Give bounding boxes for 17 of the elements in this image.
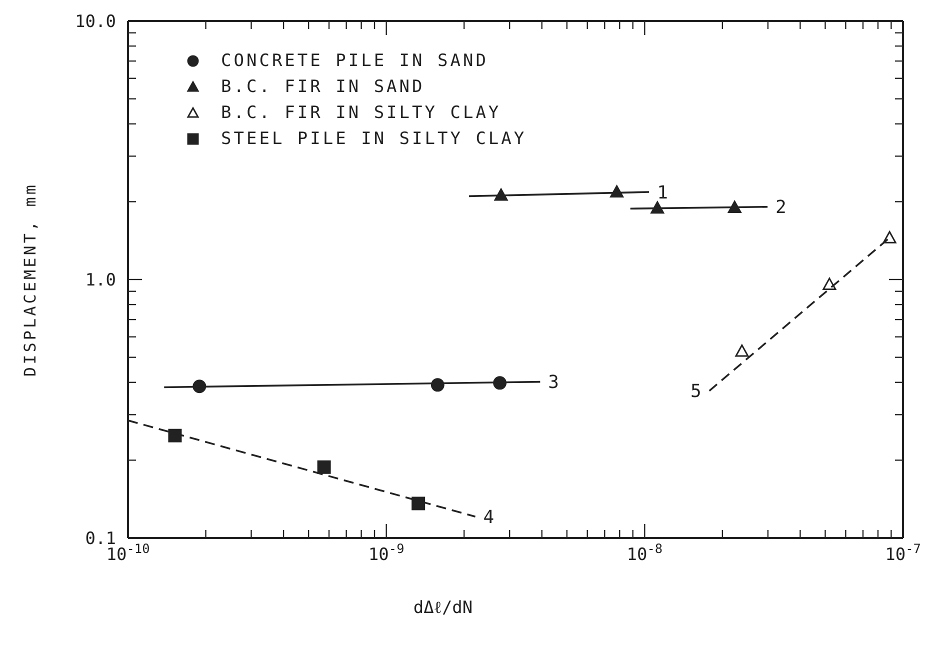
legend-label: B.C. FIR IN SAND — [221, 77, 425, 97]
legend-label: STEEL PILE IN SILTY CLAY — [221, 129, 527, 149]
annotation: 5 — [690, 381, 702, 402]
y-tick-label: 1.0 — [85, 270, 116, 290]
x-axis-title: dΔℓ/dN — [412, 598, 474, 618]
x-tick-label: 10$^{-7}$ — [885, 542, 921, 565]
y-tick-label: 10.0 — [75, 12, 116, 32]
y-tick-label: 0.1 — [85, 529, 116, 549]
x-tick-label: 10$^{-9}$ — [368, 542, 404, 565]
x-tick-label: 10$^{-8}$ — [626, 542, 663, 565]
legend-label: CONCRETE PILE IN SAND — [221, 51, 488, 71]
annotation: 1 — [657, 182, 668, 204]
annotation: 2 — [776, 197, 786, 218]
y-axis-title: DISPLACEMENT, mm — [20, 182, 40, 377]
annotation: 3 — [548, 372, 560, 394]
legend-label: B.C. FIR IN SILTY CLAY — [221, 103, 502, 123]
annotation: 4 — [483, 506, 494, 528]
